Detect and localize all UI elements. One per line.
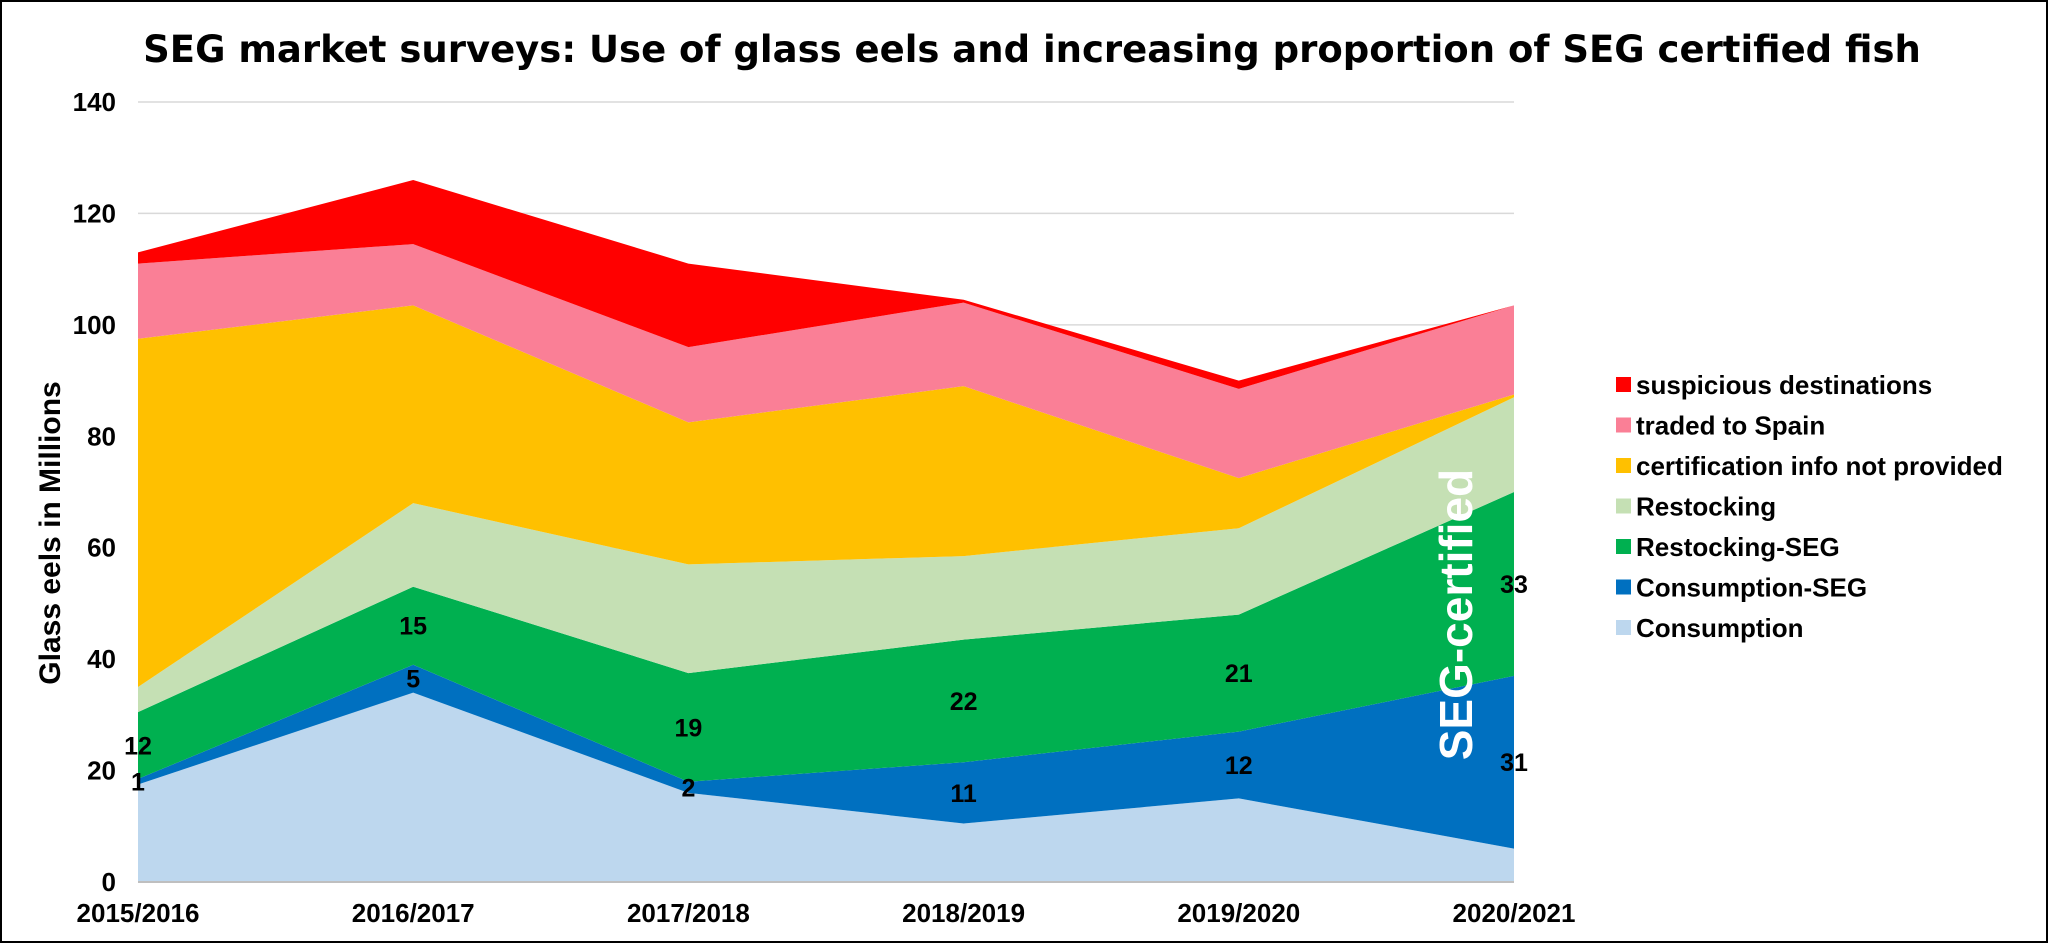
area-restocking xyxy=(138,397,1514,713)
legend: suspicious destinations traded to Spain ce… xyxy=(1616,370,2003,643)
data-label-restocking-seg-2016-2017: 15 xyxy=(399,613,427,641)
legend-label-restocking: Restocking xyxy=(1636,492,1776,522)
x-tick-labels: 2015/2016 2016/2017 2017/2018 2018/2019 2019… xyxy=(77,898,1576,928)
area-certification-info-not-provided xyxy=(138,305,1514,687)
y-tick-labels: 0 20 40 60 80 100 120 140 xyxy=(73,87,116,897)
area-suspicious-destinations xyxy=(138,180,1514,389)
x-tick-label-2016-2017: 2016/2017 xyxy=(352,898,475,928)
legend-swatch-consumption-seg xyxy=(1616,579,1631,595)
legend-label-traded-to-spain: traded to Spain xyxy=(1636,411,1825,441)
y-tick-label-20: 20 xyxy=(87,756,116,786)
y-tick-label-120: 120 xyxy=(73,198,116,228)
area-traded-to-spain xyxy=(138,244,1514,479)
y-axis-label: Glass eels in Millions xyxy=(34,381,67,684)
data-label-consumption-seg-2019-2020: 12 xyxy=(1225,752,1253,780)
y-tick-label-60: 60 xyxy=(87,533,116,563)
annotation-seg-certified: SEG-certified xyxy=(1430,469,1482,760)
x-tick-label-2019-2020: 2019/2020 xyxy=(1177,898,1300,928)
legend-label-certification-info-not-provided: certification info not provided xyxy=(1636,451,2003,481)
data-label-consumption-seg-2017-2018: 2 xyxy=(681,774,695,802)
data-label-restocking-seg-2020-2021: 33 xyxy=(1500,571,1528,599)
legend-swatch-suspicious-destinations xyxy=(1616,377,1631,392)
data-label-restocking-seg-2017-2018: 19 xyxy=(674,714,702,742)
data-label-restocking-seg-2018-2019: 22 xyxy=(950,688,978,716)
data-label-consumption-seg-2015-2016: 1 xyxy=(131,769,145,797)
legend-swatch-traded-to-spain xyxy=(1616,417,1631,433)
legend-label-consumption-seg: Consumption-SEG xyxy=(1636,573,1867,603)
data-label-consumption-seg-2016-2017: 5 xyxy=(406,666,420,694)
x-tick-label-2015-2016: 2015/2016 xyxy=(77,898,200,928)
area-consumption xyxy=(138,692,1514,882)
x-tick-label-2018-2019: 2018/2019 xyxy=(902,898,1025,928)
legend-swatch-restocking-seg xyxy=(1616,539,1631,554)
legend-label-suspicious-destinations: suspicious destinations xyxy=(1636,370,1932,400)
legend-swatch-restocking xyxy=(1616,498,1631,514)
x-tick-label-2017-2018: 2017/2018 xyxy=(627,898,750,928)
y-tick-label-140: 140 xyxy=(73,87,116,117)
chart-title: SEG market surveys: Use of glass eels an… xyxy=(143,28,1921,71)
area-restocking-seg xyxy=(138,492,1514,782)
x-tick-label-2020-2021: 2020/2021 xyxy=(1453,898,1576,928)
series-areas xyxy=(138,180,1514,882)
annotations: SEG-certified xyxy=(1430,469,1482,760)
y-tick-label-80: 80 xyxy=(87,421,116,451)
legend-swatch-certification-info-not-provided xyxy=(1616,458,1631,473)
y-tick-label-0: 0 xyxy=(102,867,116,897)
legend-label-consumption: Consumption xyxy=(1636,613,1804,643)
data-label-restocking-seg-2019-2020: 21 xyxy=(1225,660,1253,688)
legend-swatch-consumption xyxy=(1616,620,1631,635)
legend-label-restocking-seg: Restocking-SEG xyxy=(1636,532,1840,562)
data-label-consumption-seg-2020-2021: 31 xyxy=(1500,749,1528,777)
data-labels: 1 12 5 15 2 19 11 22 12 21 31 33 xyxy=(124,571,1528,808)
y-tick-label-40: 40 xyxy=(87,644,116,674)
area-consumption-seg xyxy=(138,664,1514,849)
data-label-restocking-seg-2015-2016: 12 xyxy=(124,733,152,761)
data-label-consumption-seg-2018-2019: 11 xyxy=(950,780,977,808)
y-tick-label-100: 100 xyxy=(73,310,116,340)
